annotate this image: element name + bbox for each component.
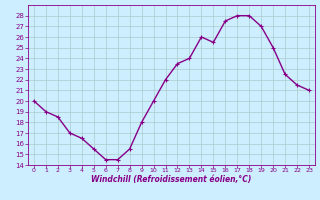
X-axis label: Windchill (Refroidissement éolien,°C): Windchill (Refroidissement éolien,°C) bbox=[91, 175, 252, 184]
